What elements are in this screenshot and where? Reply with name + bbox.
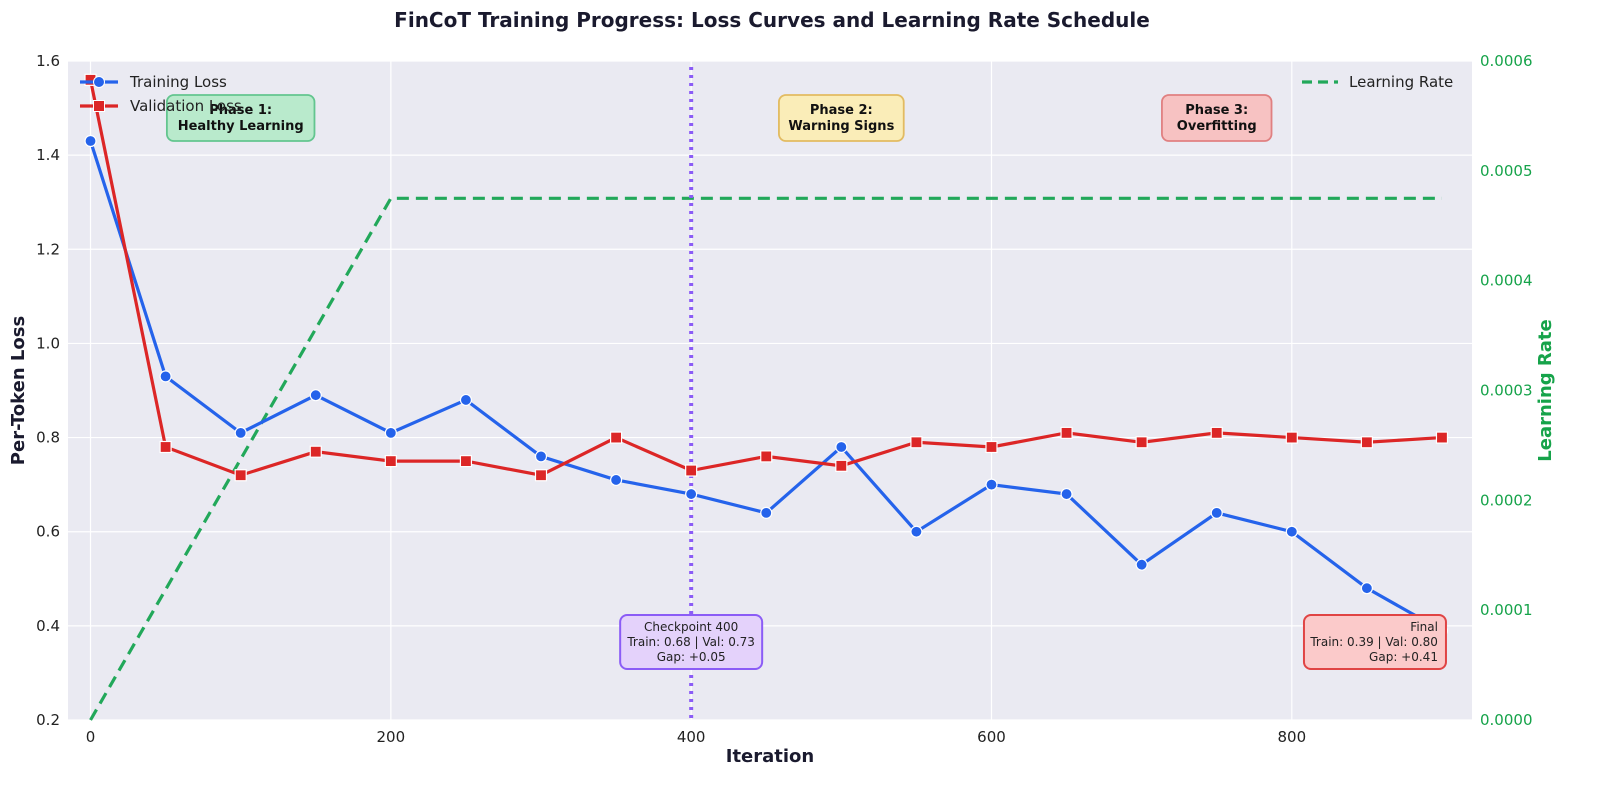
training-loss-point <box>910 525 923 538</box>
validation-loss-point <box>910 436 923 449</box>
phase-label: Warning Signs <box>788 119 894 134</box>
legend-marker <box>93 100 105 112</box>
validation-loss-point <box>985 440 998 454</box>
phase-box <box>778 94 905 142</box>
training-loss-point <box>384 426 397 439</box>
legend-label: Validation Loss <box>130 97 242 115</box>
phase-label: Phase 2: <box>810 103 873 118</box>
y2-tick-label: 0.0000 <box>1480 711 1533 729</box>
validation-loss-point <box>159 440 172 454</box>
x-tick-label: 800 <box>1277 728 1306 746</box>
y-tick-label: 1.6 <box>36 52 60 70</box>
y-tick-label: 0.8 <box>36 429 60 447</box>
legend-label: Training Loss <box>129 73 227 91</box>
y-tick-label: 1.2 <box>36 240 60 258</box>
annotation-text: Checkpoint 400 <box>644 620 738 634</box>
annotation-text: Gap: +0.41 <box>1369 650 1438 664</box>
validation-loss-point <box>384 455 397 468</box>
x-tick-label: 200 <box>377 728 406 746</box>
annotation-box <box>619 614 764 670</box>
training-loss-point <box>1360 582 1373 595</box>
y2-tick-label: 0.0004 <box>1480 272 1533 290</box>
y-tick-label: 1.4 <box>36 146 60 164</box>
legend-label: Learning Rate <box>1349 73 1453 91</box>
y-axis-label: Per-Token Loss <box>8 316 29 465</box>
y2-tick-label: 0.0003 <box>1480 382 1533 400</box>
validation-loss-point <box>760 450 773 463</box>
legend-marker <box>93 76 105 88</box>
validation-loss-point <box>1285 431 1298 444</box>
learning-rate-line <box>89 196 1442 721</box>
training-loss-point <box>459 393 473 407</box>
annotation-text: Gap: +0.05 <box>657 650 726 664</box>
training-loss-point <box>685 487 698 501</box>
validation-loss-point <box>234 469 247 482</box>
phase-label: Overfitting <box>1177 119 1257 134</box>
training-loss-point <box>234 426 247 439</box>
training-loss-point <box>985 478 998 491</box>
y2-tick-label: 0.0005 <box>1480 162 1533 180</box>
annotation-text: Final <box>1410 620 1438 634</box>
y2-tick-label: 0.0006 <box>1480 52 1533 70</box>
y-tick-label: 1.0 <box>36 334 60 352</box>
training-loss-point <box>760 506 773 519</box>
validation-loss-point <box>685 464 698 477</box>
annotation-text: Train: 0.68 | Val: 0.73 <box>626 635 755 649</box>
phase-label: Healthy Learning <box>178 119 304 134</box>
y2-tick-label: 0.0001 <box>1480 601 1533 619</box>
training-loss-point <box>835 440 848 454</box>
y-tick-label: 0.2 <box>36 711 60 729</box>
validation-loss-point <box>459 455 473 468</box>
validation-loss-point <box>1435 431 1449 444</box>
y-tick-label: 0.4 <box>36 617 60 635</box>
validation-loss-point <box>1210 426 1223 439</box>
training-loss-point <box>1285 525 1298 538</box>
y-tick-label: 0.6 <box>36 523 60 541</box>
phase-box <box>1161 94 1273 142</box>
x-tick-label: 0 <box>86 728 96 746</box>
plot-area <box>68 61 1472 720</box>
x-tick-label: 600 <box>977 728 1006 746</box>
training-loss-point <box>1210 506 1223 519</box>
validation-loss-point <box>309 445 322 458</box>
x-axis-label: Iteration <box>726 746 815 767</box>
x-tick-label: 400 <box>677 728 706 746</box>
phase-label: Phase 3: <box>1185 103 1248 118</box>
training-loss-point <box>609 473 623 487</box>
y2-axis-label: Learning Rate <box>1535 319 1556 461</box>
annotation-box <box>1302 614 1447 670</box>
training-loss-point <box>309 389 322 402</box>
annotation-text: Train: 0.39 | Val: 0.80 <box>1309 635 1438 649</box>
training-loss-point <box>1060 487 1073 501</box>
phase-box <box>165 94 316 142</box>
validation-loss-point <box>1060 426 1073 439</box>
training-loss-point <box>1135 558 1148 571</box>
training-loss-point <box>159 370 172 383</box>
validation-loss-point <box>1135 436 1148 449</box>
validation-loss-point <box>609 431 623 444</box>
y2-tick-label: 0.0002 <box>1480 491 1533 509</box>
training-loss-point <box>534 450 548 463</box>
validation-loss-point <box>835 459 848 472</box>
phase-label: Phase 1: <box>209 103 272 118</box>
validation-loss-point <box>1360 436 1373 449</box>
validation-loss-point <box>534 469 548 482</box>
chart-title: FinCoT Training Progress: Loss Curves an… <box>394 8 1150 32</box>
training-loss-point <box>84 134 97 148</box>
